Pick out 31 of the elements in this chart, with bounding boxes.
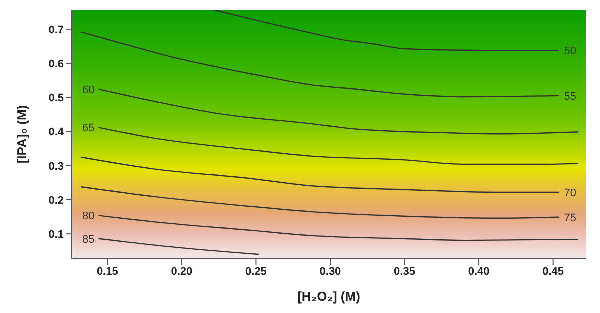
x-tick-label: 0.25 [245,266,267,278]
line-series [98,88,580,135]
series-label: 65 [82,122,95,135]
y-tick-label: 0.2 [48,194,64,207]
line-series [80,156,560,194]
y-axis-title: [IPA]₀ (M) [14,105,30,164]
y-tick-label: 0.6 [48,58,64,70]
y-tick-label: 0.7 [48,24,64,36]
series-label: 75 [564,212,577,224]
x-tick-label: 0.15 [96,266,118,278]
x-tick-label: 0.30 [320,266,342,278]
x-tick-label: 0.45 [542,266,564,278]
y-tick-label: 0.4 [48,126,65,139]
x-tick-label: 0.35 [394,266,416,278]
x-tick-label: 0.20 [171,266,193,278]
series-label: 70 [564,187,577,200]
line-series [80,186,560,220]
line-series [98,127,580,166]
y-tick-label: 0.1 [48,229,64,242]
line-series [80,32,560,98]
series-label: 80 [82,210,95,223]
line-series [212,10,560,52]
y-tick-label: 0.5 [48,92,64,105]
x-axis-title: [H₂O₂] (M) [298,289,360,304]
series-label: 55 [564,90,577,103]
line-series [98,215,580,242]
series-label: 50 [564,46,577,58]
x-tick-label: 0.40 [468,266,490,278]
y-tick-label: 0.3 [48,160,64,173]
series-label: 60 [82,84,95,96]
series-label: 85 [82,234,95,246]
